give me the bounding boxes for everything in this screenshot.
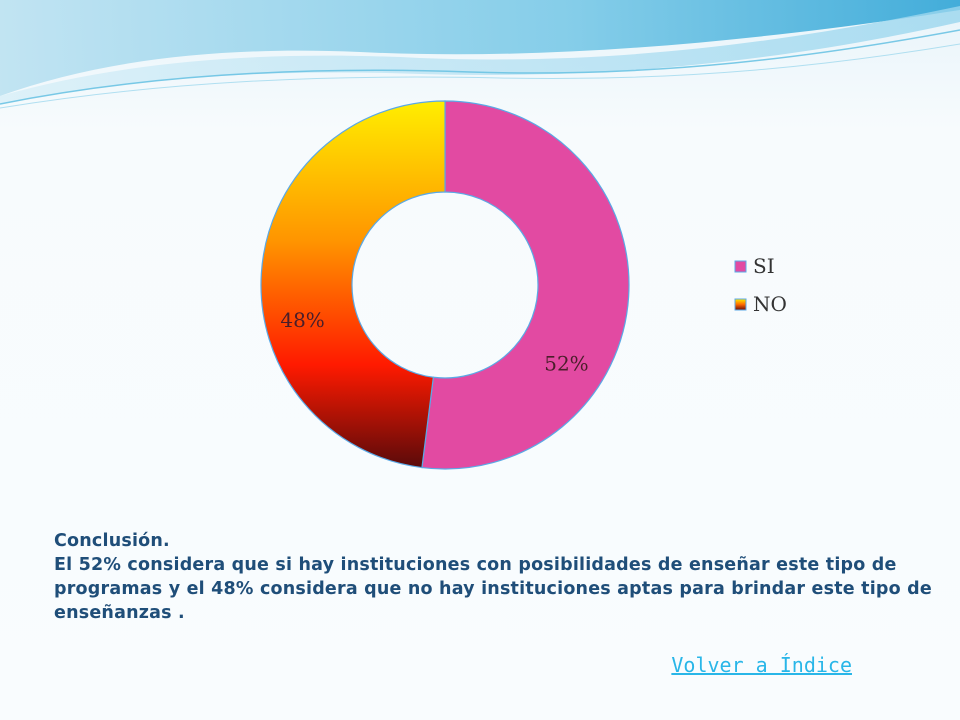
legend-label-no: NO bbox=[753, 292, 787, 316]
donut-slice-si bbox=[421, 100, 630, 470]
data-label-si: 52% bbox=[544, 351, 588, 375]
legend-label-si: SI bbox=[753, 254, 775, 278]
back-to-index-link[interactable]: Volver a Índice bbox=[671, 653, 852, 677]
conclusion-block: Conclusión. El 52% considera que si hay … bbox=[54, 529, 934, 625]
donut-slice-no bbox=[260, 100, 446, 469]
conclusion-heading: Conclusión. bbox=[54, 531, 170, 551]
donut-chart: 52% 48% SI NO bbox=[260, 100, 787, 470]
chart-legend: SI NO bbox=[734, 254, 787, 316]
header-wave-decoration bbox=[0, 0, 960, 109]
conclusion-text: El 52% considera que si hay institucione… bbox=[54, 555, 932, 623]
legend-swatch-no bbox=[734, 298, 747, 311]
data-label-no: 48% bbox=[280, 308, 324, 332]
legend-swatch-si bbox=[734, 260, 747, 273]
